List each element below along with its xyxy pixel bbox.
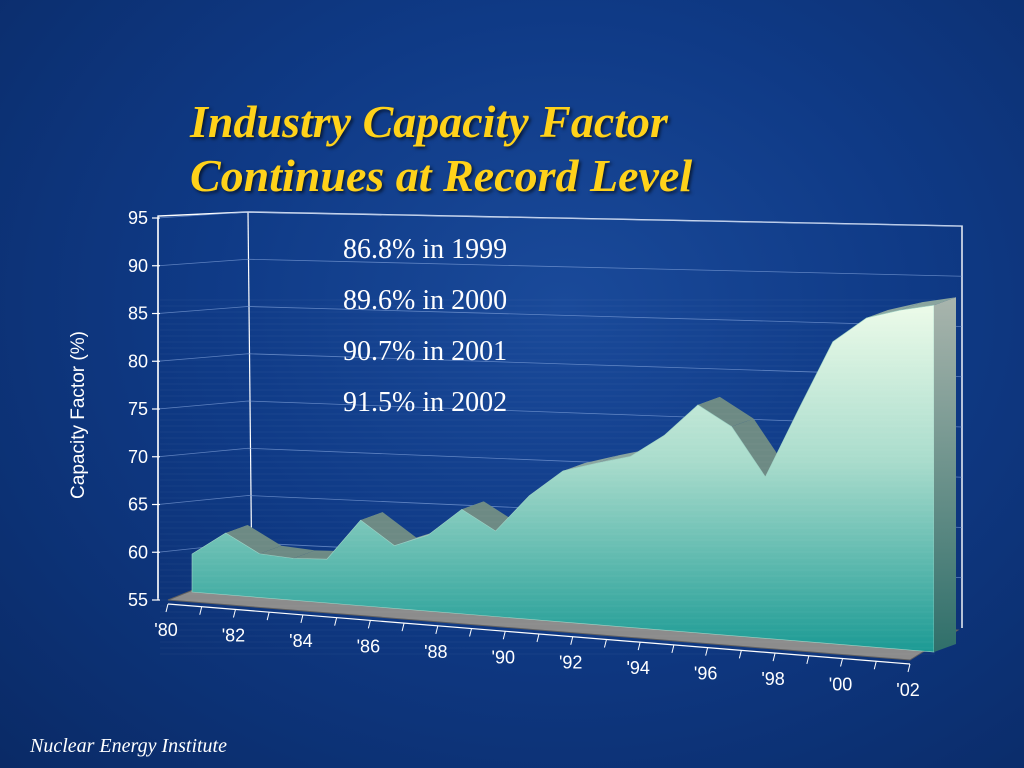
x-tick-mark [637, 642, 641, 651]
x-tick-mark [165, 603, 169, 613]
x-tick-label: '94 [626, 658, 649, 678]
chart-title: Industry Capacity Factor Continues at Re… [190, 95, 950, 203]
y-tick-label: 65 [128, 495, 148, 515]
x-tick-mark [603, 639, 607, 648]
x-tick-mark [536, 633, 540, 643]
y-tick-label: 55 [128, 590, 148, 610]
annotations: 86.8% in 1999 89.6% in 2000 90.7% in 2001 9… [343, 234, 507, 418]
y-axis: 55 60 65 70 75 80 85 90 95 [128, 208, 160, 610]
grid-line [157, 353, 963, 378]
x-tick-mark [705, 647, 709, 656]
x-tick-mark [266, 612, 270, 621]
annotation-text: 90.7% in 2001 [343, 336, 507, 367]
grid-line [157, 211, 963, 227]
area-ridge-segment [225, 524, 282, 554]
x-tick-mark [232, 609, 236, 618]
x-tick-label: '82 [222, 625, 245, 645]
y-tick-label: 85 [128, 304, 148, 324]
footer-source: Nuclear Energy Institute [30, 735, 227, 757]
x-tick-mark [502, 631, 506, 640]
x-tick-label: '90 [492, 647, 515, 667]
x-tick-mark [469, 628, 473, 637]
grid-line [157, 258, 963, 277]
y-tick-label: 60 [128, 542, 148, 562]
x-tick-label: '98 [761, 669, 784, 689]
x-tick-label: '00 [829, 675, 852, 695]
x-tick-mark [671, 644, 675, 654]
x-tick-mark [401, 622, 405, 632]
x-tick-label: '88 [424, 642, 447, 662]
x-tick-mark [806, 655, 810, 664]
chart-title-line-2: Continues at Record Level [190, 150, 693, 201]
x-tick-label: '02 [896, 680, 919, 700]
x-tick-mark [334, 617, 338, 626]
x-tick-mark [300, 614, 304, 624]
area-ridge-segment [563, 455, 619, 471]
x-tick-label: '86 [357, 636, 380, 656]
area-ridge-segment [866, 302, 923, 318]
x-tick-mark [907, 663, 911, 673]
x-tick-label: '80 [154, 620, 177, 640]
area-end-cap [934, 297, 956, 652]
x-tick-mark [738, 650, 742, 659]
annotation-text: 89.6% in 2000 [343, 285, 507, 316]
x-axis: '80 '82 '84 '86 '88 '90 '92 '94 '96 '98 '00 '02 [154, 603, 920, 700]
x-tick-mark [199, 606, 203, 615]
annotation-text: 86.8% in 1999 [343, 234, 507, 265]
area-ridge-segment [360, 512, 417, 546]
y-axis-label: Capacity Factor (%) [68, 331, 89, 499]
y-tick-label: 75 [128, 399, 148, 419]
chart-title-line-1: Industry Capacity Factor [190, 96, 668, 147]
area-ridge-segment [900, 297, 956, 311]
area-ridge-segment [259, 545, 316, 559]
x-tick-mark [367, 620, 371, 629]
x-tick-mark [873, 661, 877, 670]
x-tick-mark [840, 658, 844, 667]
y-tick-label: 90 [128, 256, 148, 276]
area-ridge-segment [697, 396, 754, 427]
annotation-text: 91.5% in 2002 [343, 387, 507, 418]
area-series [160, 297, 956, 655]
y-tick-label: 80 [128, 351, 148, 371]
x-tick-mark [570, 636, 574, 645]
area-front-face [191, 304, 935, 653]
x-tick-mark [772, 652, 776, 662]
y-tick-label: 70 [128, 447, 148, 467]
x-tick-mark [435, 625, 439, 634]
x-tick-label: '84 [289, 631, 312, 651]
y-tick-label: 95 [128, 208, 148, 228]
x-tick-label: '92 [559, 653, 582, 673]
grid-line [157, 306, 963, 327]
x-tick-label: '96 [694, 664, 717, 684]
